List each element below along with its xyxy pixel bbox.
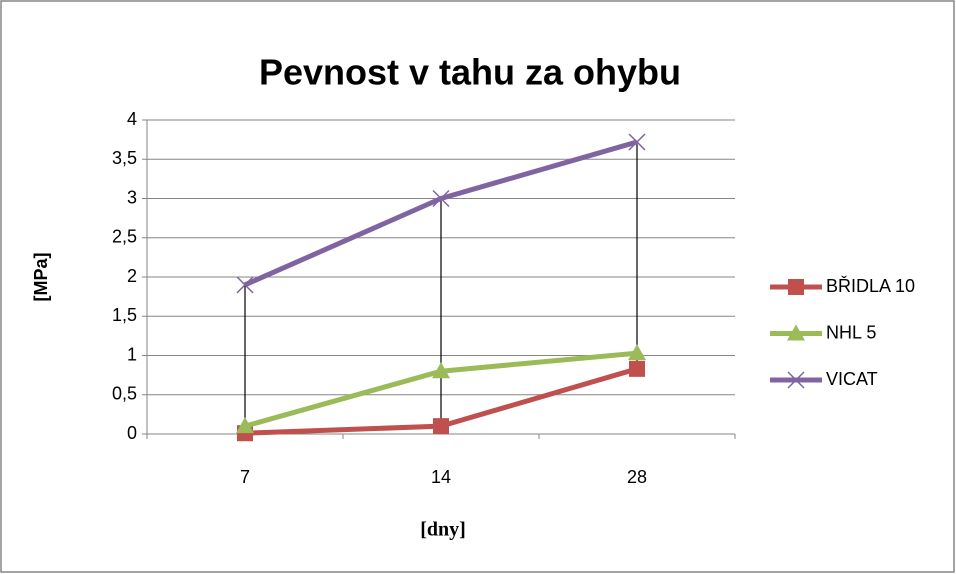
legend-label: NHL 5 xyxy=(826,322,876,342)
y-tick-label: 3,5 xyxy=(112,148,137,168)
data-point xyxy=(236,276,254,294)
data-point xyxy=(629,360,645,377)
legend-label: VICAT xyxy=(826,369,878,389)
y-tick-label: 4 xyxy=(127,109,137,129)
y-tick-label: 3 xyxy=(127,187,137,207)
y-axis-label: [MPa] xyxy=(31,253,51,302)
y-tick-label: 0,5 xyxy=(112,384,137,404)
legend-marker xyxy=(787,324,805,341)
data-point xyxy=(433,418,449,435)
y-tick-label: 2,5 xyxy=(112,227,137,247)
data-point xyxy=(628,133,646,151)
y-tick-label: 1,5 xyxy=(112,305,137,325)
x-axis-label: [dny] xyxy=(420,519,466,541)
legend-marker xyxy=(788,279,804,295)
data-point xyxy=(236,417,254,434)
x-tick-label: 28 xyxy=(627,467,647,487)
y-tick-label: 2 xyxy=(127,266,137,286)
legend-label: BŘIDLA 10 xyxy=(826,276,915,296)
legend-marker xyxy=(787,371,805,389)
x-tick-label: 14 xyxy=(431,467,451,487)
y-tick-label: 1 xyxy=(127,344,137,364)
data-point xyxy=(432,189,450,208)
data-point xyxy=(432,362,450,379)
y-tick-label: 0 xyxy=(127,423,137,443)
data-point xyxy=(628,344,646,361)
x-tick-label: 7 xyxy=(240,467,250,487)
chart-title: Pevnost v tahu za ohybu xyxy=(259,52,681,93)
